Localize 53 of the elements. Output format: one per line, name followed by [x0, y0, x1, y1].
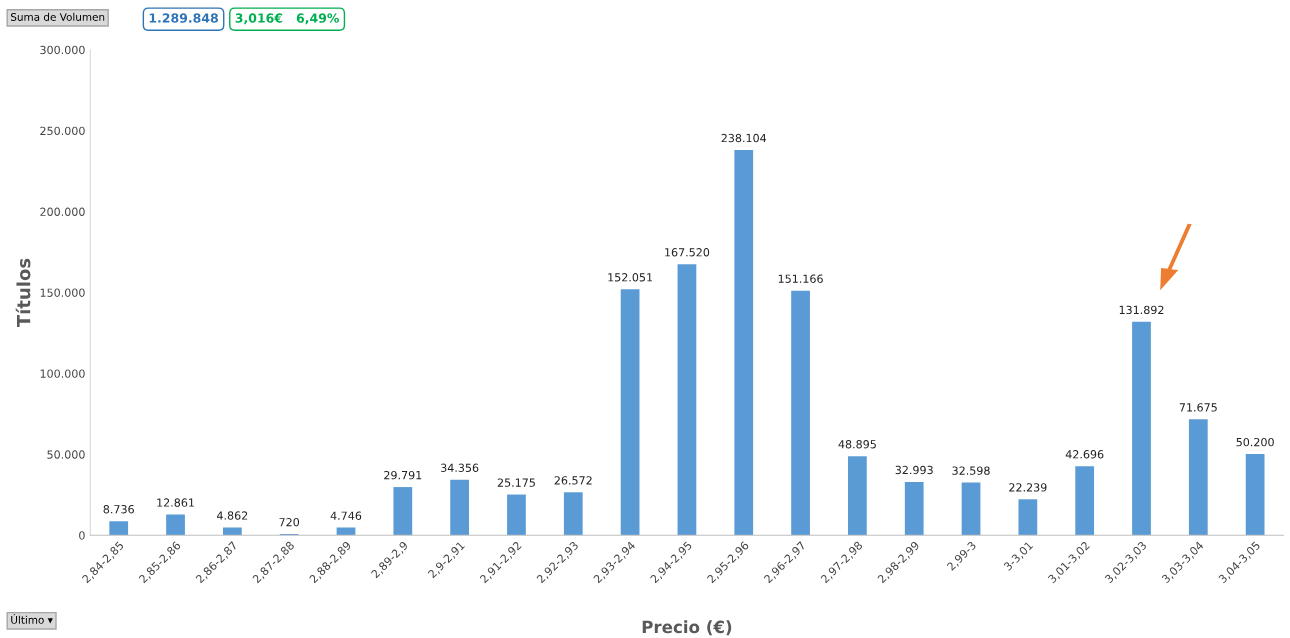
data-label: 25.175: [497, 478, 535, 487]
bar: [1075, 466, 1095, 536]
y-tick-label: 100.000: [40, 369, 85, 378]
data-label: 34.356: [441, 463, 479, 472]
bar: [620, 289, 640, 536]
data-label: 151.166: [778, 274, 823, 283]
data-label: 131.892: [1119, 305, 1164, 315]
y-tick-label: 200.000: [40, 207, 85, 216]
y-tick-label: 300.000: [40, 45, 85, 55]
y-tick-label: 250.000: [40, 126, 85, 136]
data-label: 48.895: [838, 440, 876, 449]
data-label: 167.520: [665, 248, 710, 257]
data-label: 22.239: [1009, 483, 1047, 492]
bar: [904, 481, 924, 536]
bar: [677, 264, 697, 536]
data-label: 12.861: [157, 498, 194, 507]
bar: [1245, 454, 1265, 536]
y-axis-title: Títulos: [15, 258, 31, 328]
y-tick-label: 50.000: [47, 450, 85, 459]
bar: [734, 149, 754, 536]
bar: [166, 514, 185, 536]
bar: [109, 521, 129, 536]
data-label: 8.736: [103, 505, 134, 514]
bar: [848, 456, 867, 536]
text: Último ▾: [11, 614, 53, 624]
bar: [1132, 321, 1151, 536]
data-label: 32.993: [895, 465, 933, 475]
data-label: 26.572: [554, 476, 592, 485]
data-label: 42.696: [1065, 450, 1104, 459]
x-axis-title: Precio (€): [642, 620, 732, 636]
bar: [791, 290, 810, 536]
data-label: 152.051: [608, 273, 653, 282]
bar: [1188, 419, 1208, 536]
text: 3,016€ 6,49%: [235, 13, 340, 25]
data-label: 29.791: [384, 470, 422, 480]
data-label: 32.598: [952, 466, 990, 475]
data-label: 50.200: [1236, 437, 1274, 447]
y-tick-label: 0: [79, 531, 85, 540]
data-label: 4.862: [216, 511, 248, 520]
bar: [222, 527, 242, 536]
data-label: 4.746: [330, 511, 362, 520]
text: 1.289.848: [149, 13, 218, 23]
y-tick-label: 150.000: [40, 288, 85, 297]
data-label: 71.675: [1179, 403, 1217, 412]
bar: [563, 492, 583, 536]
bar: [961, 482, 981, 536]
bar: [507, 494, 526, 536]
bar: [450, 479, 470, 536]
data-label: 720: [279, 518, 300, 527]
text: Suma de Volumen: [11, 12, 105, 21]
data-label: 238.104: [721, 133, 767, 143]
bar: [1018, 499, 1038, 536]
bar: [393, 487, 413, 536]
